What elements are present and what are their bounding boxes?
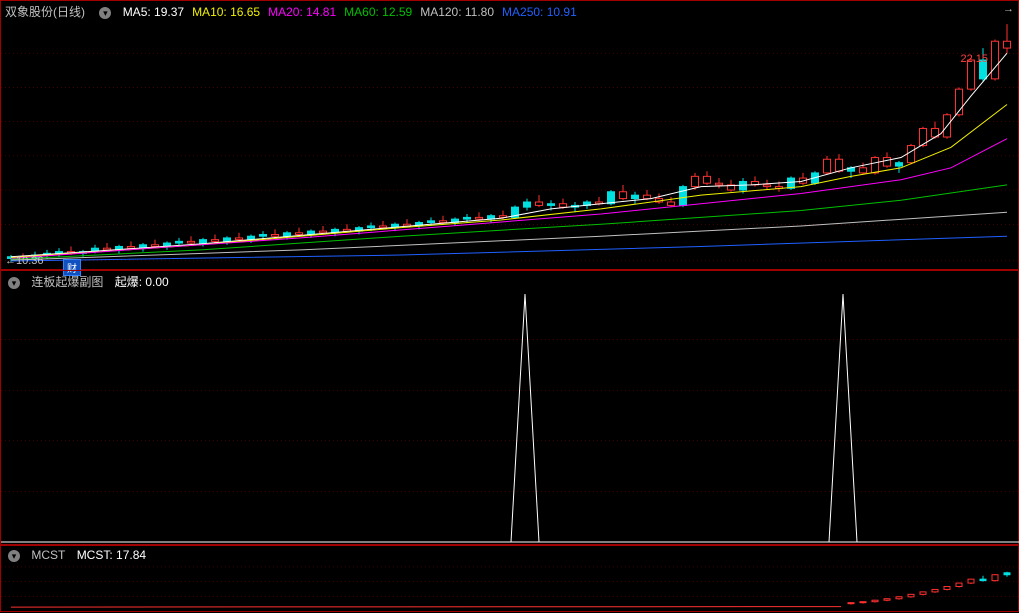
chevron-down-icon[interactable]: ▾ (99, 7, 111, 19)
ma-legend-item: MA10: 16.65 (192, 5, 260, 19)
ma-legend-item: MA250: 10.91 (502, 5, 577, 19)
chevron-down-icon[interactable]: ▾ (8, 550, 20, 562)
indicator1-title: 连板起爆副图 (31, 275, 103, 289)
chevron-down-icon[interactable]: ▾ (8, 277, 20, 289)
main-chart-panel[interactable]: 双象股份(日线) ▾ MA5: 19.37 MA10: 16.65 MA20: 14… (0, 0, 1019, 270)
spike-indicator-chart[interactable] (1, 271, 1019, 546)
ma-legend-item: MA5: 19.37 (123, 5, 184, 19)
indicator-legend-item: 起爆: 0.00 (115, 275, 169, 289)
stock-title: 双象股份(日线) (5, 5, 85, 19)
indicator1-header: ▾ 连板起爆副图 起爆: 0.00 (5, 273, 185, 290)
indicator-panel-2[interactable]: ▾ MCST MCST: 17.84 (0, 545, 1019, 612)
ma-legend-item: MA120: 11.80 (420, 5, 494, 19)
candlestick-chart[interactable] (1, 1, 1019, 271)
main-chart-header: 双象股份(日线) ▾ MA5: 19.37 MA10: 16.65 MA20: 14… (5, 3, 593, 20)
left-arrow-icon: ← (5, 255, 16, 267)
indicator-legend-item: MCST: 17.84 (77, 548, 146, 562)
last-price-label: 22.15 (960, 53, 988, 65)
ma-legend-item: MA20: 14.81 (268, 5, 336, 19)
indicator2-header: ▾ MCST MCST: 17.84 (5, 548, 162, 562)
low-price-label: ←10.36 (5, 255, 44, 267)
ma-legend-item: MA60: 12.59 (344, 5, 412, 19)
right-arrow-icon: → (1003, 3, 1014, 15)
indicator-panel-1[interactable]: ▾ 连板起爆副图 起爆: 0.00 (0, 270, 1019, 545)
indicator2-title: MCST (31, 548, 65, 562)
